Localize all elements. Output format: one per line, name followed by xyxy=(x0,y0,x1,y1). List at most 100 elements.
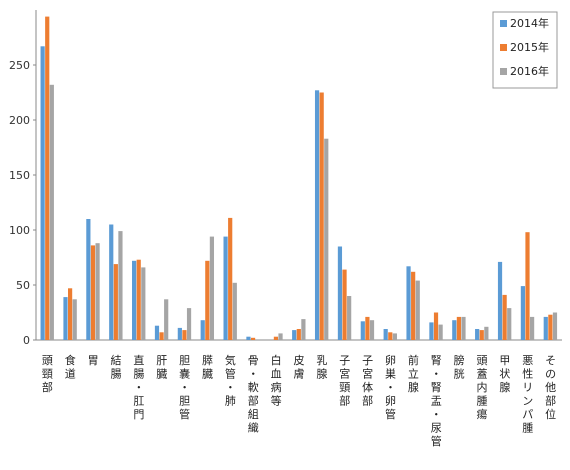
bar-1-15 xyxy=(360,321,365,340)
bar-3-11 xyxy=(278,333,283,340)
bar-3-21 xyxy=(507,308,512,340)
bar-3-12 xyxy=(301,319,306,340)
bar-1-8 xyxy=(200,320,205,340)
x-category-label: 胆嚢・胆管 xyxy=(179,354,190,421)
bar-2-18 xyxy=(433,312,439,340)
bar-1-6 xyxy=(154,325,160,340)
bar-3-1 xyxy=(49,84,54,340)
bar-2-22 xyxy=(525,232,530,340)
x-category-label: 前立腺 xyxy=(408,353,419,394)
legend-label: 2016年 xyxy=(510,64,549,78)
x-category-label: 膵臓 xyxy=(202,354,213,381)
bar-3-7 xyxy=(186,308,192,340)
bar-3-13 xyxy=(324,138,329,340)
bar-1-4 xyxy=(109,224,114,340)
bar-3-15 xyxy=(369,320,375,340)
bar-2-14 xyxy=(342,269,347,340)
bar-3-9 xyxy=(232,282,237,340)
legend-swatch xyxy=(500,68,507,75)
legend: 2014年 2015年 2016年 xyxy=(492,11,558,89)
bar-2-17 xyxy=(411,271,416,340)
bar-3-18 xyxy=(438,324,443,340)
x-category-label: 直腸・肛門 xyxy=(133,353,144,421)
x-category-label: 食道 xyxy=(65,353,76,381)
bar-3-14 xyxy=(347,296,352,340)
x-category-label: 膀胱 xyxy=(454,353,465,381)
bar-2-5 xyxy=(136,259,141,340)
bar-1-3 xyxy=(86,219,91,340)
bar-2-2 xyxy=(68,288,73,340)
bar-1-13 xyxy=(314,90,320,340)
y-tick-label: 150 xyxy=(9,169,30,182)
legend-swatch xyxy=(500,44,507,51)
x-category-label: 骨・軟部組織 xyxy=(248,354,259,435)
bar-2-21 xyxy=(502,294,507,340)
x-category-label: 皮膚 xyxy=(294,354,305,381)
x-category-label: 卵巣・卵管 xyxy=(385,354,396,421)
bars xyxy=(40,16,558,341)
y-tick-label: 50 xyxy=(16,279,30,292)
x-category-label: 胃 xyxy=(88,354,99,367)
x-category-label: 頭頸部 xyxy=(42,354,53,394)
bar-3-23 xyxy=(552,312,558,340)
legend-label: 2014年 xyxy=(510,16,549,30)
bar-1-5 xyxy=(132,260,137,340)
bar-3-4 xyxy=(118,231,123,340)
bar-2-11 xyxy=(273,336,279,340)
bar-3-3 xyxy=(95,243,100,340)
bar-1-19 xyxy=(452,320,457,340)
legend-label: 2015年 xyxy=(510,40,549,54)
x-category-label: 腎・腎盂・尿管 xyxy=(431,354,442,448)
x-category-label: 悪性リンパ腫 xyxy=(522,354,533,435)
bar-3-19 xyxy=(461,316,466,340)
x-category-label: 乳腺 xyxy=(316,354,327,381)
bar-3-22 xyxy=(530,316,535,340)
bar-2-8 xyxy=(205,260,210,340)
bar-3-8 xyxy=(209,236,215,340)
bar-2-4 xyxy=(113,264,118,340)
x-category-label: 頭蓋内腫瘍 xyxy=(476,354,487,421)
y-tick-label: 250 xyxy=(9,59,30,72)
bar-3-6 xyxy=(164,299,169,340)
bar-2-12 xyxy=(296,329,301,340)
y-tick-label: 0 xyxy=(23,334,30,347)
x-category-label: その他部位 xyxy=(545,354,556,421)
y-tick-label: 100 xyxy=(9,224,30,237)
bar-2-19 xyxy=(456,316,461,340)
x-category-label: 気管・肺 xyxy=(225,353,236,408)
bar-2-23 xyxy=(548,314,553,340)
bar-3-2 xyxy=(72,299,77,340)
bar-2-16 xyxy=(388,332,393,340)
bar-2-13 xyxy=(319,92,324,340)
bar-2-15 xyxy=(365,316,370,340)
bar-1-10 xyxy=(246,336,251,340)
bar-2-6 xyxy=(159,332,164,340)
bar-2-20 xyxy=(479,330,484,340)
bar-1-1 xyxy=(40,46,45,341)
x-category-label: 肝臓 xyxy=(156,354,167,381)
bar-2-1 xyxy=(45,16,50,340)
bar-3-5 xyxy=(141,267,146,340)
bar-1-20 xyxy=(475,329,480,340)
x-category-label: 甲状腺 xyxy=(499,354,510,394)
bar-1-12 xyxy=(292,330,297,340)
bar-2-10 xyxy=(250,337,256,340)
x-category-label: 子宮体部 xyxy=(362,354,373,408)
bar-2-7 xyxy=(182,330,187,340)
x-category-label: 白血病等 xyxy=(271,353,282,408)
x-category-label: 子宮頸部 xyxy=(339,354,350,408)
bar-3-17 xyxy=(415,280,420,340)
bar-2-9 xyxy=(228,217,233,340)
bar-1-22 xyxy=(520,286,525,340)
bar-2-3 xyxy=(90,245,96,340)
bar-1-23 xyxy=(543,316,548,340)
bar-3-20 xyxy=(484,326,489,340)
bar-1-18 xyxy=(429,322,434,340)
y-tick-label: 200 xyxy=(9,114,30,127)
bar-1-2 xyxy=(63,297,68,340)
bar-1-17 xyxy=(406,266,411,340)
bar-1-16 xyxy=(383,329,388,340)
bar-1-21 xyxy=(497,261,503,340)
